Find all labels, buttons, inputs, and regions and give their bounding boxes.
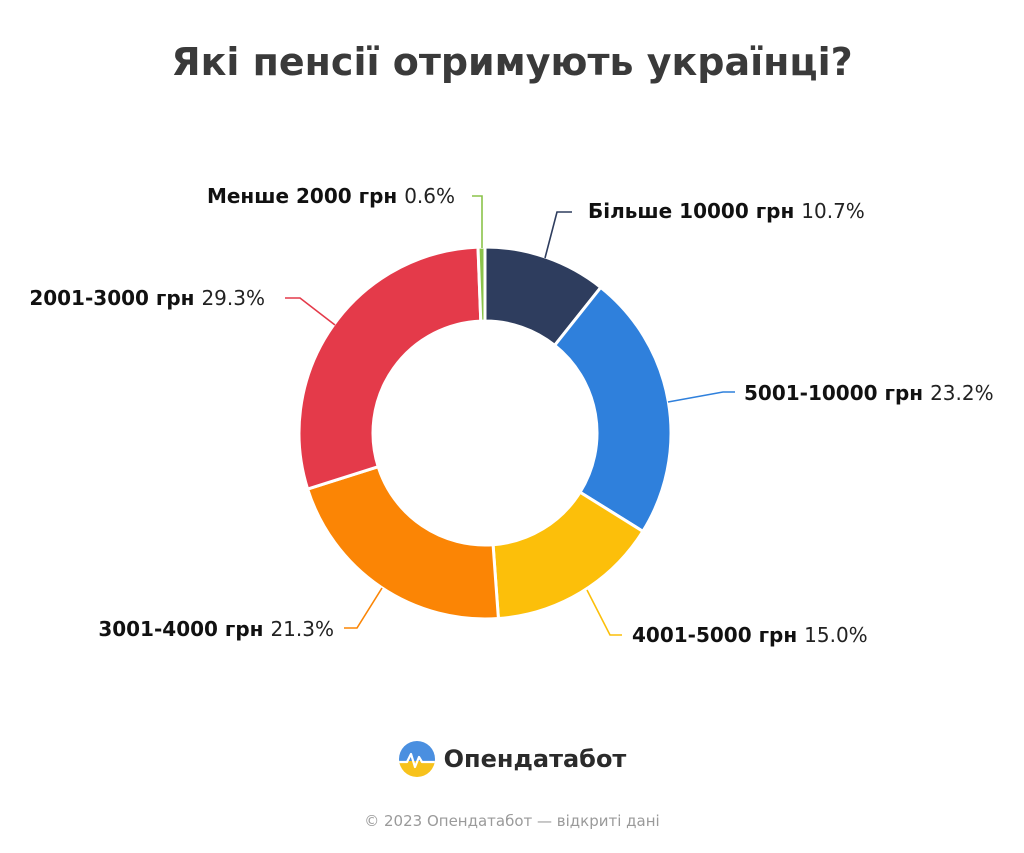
slice-label-name: 5001-10000 грн — [744, 381, 930, 405]
leader-line-6 — [472, 195, 483, 248]
slice-label-name: Менше 2000 грн — [207, 184, 404, 208]
leader-line-4 — [344, 587, 383, 629]
leader-line-5 — [285, 297, 336, 326]
slice-label-value: 15.0% — [804, 623, 868, 647]
slice-label-1: Більше 10000 грн 10.7% — [588, 199, 865, 223]
brand-name: Опендатабот — [443, 745, 627, 773]
opendatabot-logo-icon — [398, 741, 435, 777]
leader-lines — [285, 195, 735, 636]
copyright-text: © 2023 Опендатабот — відкриті дані — [364, 812, 660, 830]
donut-slices — [297, 245, 673, 621]
slice-label-name: 2001-3000 грн — [29, 286, 201, 310]
chart-title: Які пенсії отримують українці? — [171, 40, 853, 84]
leader-line-2 — [667, 391, 735, 403]
slice-label-name: 4001-5000 грн — [632, 623, 804, 647]
leader-line-1 — [544, 211, 572, 259]
slice-label-2: 5001-10000 грн 23.2% — [744, 381, 994, 405]
slice-label-name: 3001-4000 грн — [98, 617, 270, 641]
slice-label-4: 3001-4000 грн 21.3% — [98, 617, 334, 641]
donut-slice-2 — [553, 285, 673, 533]
donut-slice-4 — [306, 465, 500, 621]
leader-line-3 — [586, 589, 622, 636]
slice-label-value: 21.3% — [270, 617, 334, 641]
slice-label-name: Більше 10000 грн — [588, 199, 801, 223]
slice-label-value: 10.7% — [801, 199, 865, 223]
slice-label-value: 29.3% — [201, 286, 265, 310]
donut-slice-6 — [476, 245, 487, 323]
slice-label-value: 0.6% — [404, 184, 455, 208]
slice-label-3: 4001-5000 грн 15.0% — [632, 623, 868, 647]
slice-label-value: 23.2% — [930, 381, 994, 405]
slice-label-6: Менше 2000 грн 0.6% — [207, 184, 455, 208]
slice-labels: Більше 10000 грн 10.7% 5001-10000 грн 23.… — [29, 184, 993, 647]
brand: Опендатабот — [0, 740, 1024, 778]
slice-label-5: 2001-3000 грн 29.3% — [29, 286, 265, 310]
donut-slice-5 — [297, 245, 483, 491]
